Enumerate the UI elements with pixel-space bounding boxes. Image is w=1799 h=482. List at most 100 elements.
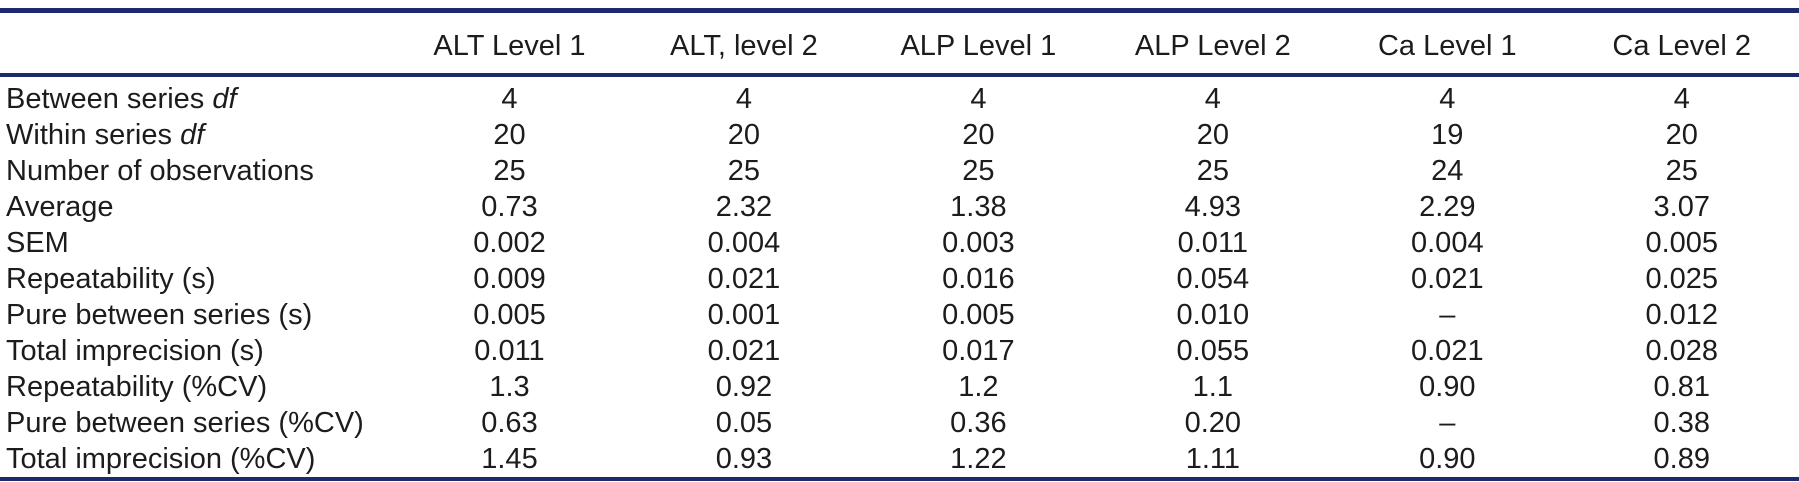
row-label-text: SEM [6,227,69,259]
cell-value: 0.011 [1177,227,1249,259]
cell-value: 20 [1665,119,1698,151]
cell-value: 2.29 [1419,191,1476,223]
cell-value: 0.017 [942,335,1015,367]
row-label: Repeatability (%CV) [0,369,392,405]
cell-value: 0.012 [1645,299,1719,331]
imprecision-results-table: ALT Level 1 ALT, level 2 ALP Level 1 ALP… [0,8,1799,481]
row-label-text: Repeatability (s) [6,263,216,295]
cell-value: 24 [1431,155,1464,187]
row-label-text: Pure between series (s) [6,299,313,331]
row-label-text: Total imprecision (s) [6,335,264,367]
cell-value: 0.011 [474,335,545,367]
cell-value: 0.028 [1645,335,1719,367]
column-header-ca-level-1: Ca Level 1 [1330,10,1565,77]
row-label: Average [0,189,392,225]
cell-value: 0.009 [473,263,546,295]
cell-value: 0.021 [1411,263,1484,295]
cell-value: 0.001 [707,299,781,331]
cell-value: 25 [962,155,995,187]
cell-value: 2.32 [715,191,773,223]
cell-value: 0.93 [715,443,773,475]
cell-value: 0.021 [707,263,781,295]
table-row-pure-between-series-s: Pure between series (s) 0.005 0.001 0.00… [0,297,1799,333]
table-row-number-of-observations: Number of observations 25 25 25 25 24 25 [0,153,1799,189]
cell-value: 20 [727,119,761,151]
cell-value: 0.025 [1645,263,1719,295]
cell-value: 0.010 [1176,299,1250,331]
row-label: Repeatability (s) [0,261,392,297]
cell-value: 0.89 [1653,443,1710,475]
table-row-total-imprecision-s: Total imprecision (s) 0.011 0.021 0.017 … [0,333,1799,369]
cell-value: 4 [501,83,518,115]
cell-value: 1.45 [481,443,538,475]
cell-value: 4 [735,83,752,115]
table-row-sem: SEM 0.002 0.004 0.003 0.011 0.004 0.005 [0,225,1799,261]
cell-value: 0.90 [1419,371,1476,403]
column-header-alp-level-2: ALP Level 2 [1095,10,1331,77]
row-label-italic: df [180,119,205,151]
table-row-total-imprecision-cv: Total imprecision (%CV) 1.45 0.93 1.22 1… [0,441,1799,479]
cell-value: 4 [1204,83,1221,115]
column-header-ca-level-2: Ca Level 2 [1564,10,1799,77]
cell-value: 4.93 [1184,191,1242,223]
cell-value: 0.63 [481,407,538,439]
row-label: Total imprecision (%CV) [0,441,392,479]
row-label: Within series df [0,117,392,153]
cell-value: 0.20 [1184,407,1242,439]
cell-value: 4 [970,83,987,115]
cell-value: 0.92 [715,371,773,403]
cell-value: 0.054 [1176,263,1250,295]
row-label-text: Within series [6,119,172,151]
row-label-text: Between series [6,83,205,115]
cell-value: 1.38 [950,191,1007,223]
row-label-text: Average [6,191,114,223]
table-row-repeatability-s: Repeatability (s) 0.009 0.021 0.016 0.05… [0,261,1799,297]
table-row-repeatability-cv: Repeatability (%CV) 1.3 0.92 1.2 1.1 0.9… [0,369,1799,405]
cell-value: 25 [1665,155,1698,187]
cell-value: – [1439,299,1456,331]
table-row-average: Average 0.73 2.32 1.38 4.93 2.29 3.07 [0,189,1799,225]
cell-value: 25 [727,155,761,187]
table-row-pure-between-series-cv: Pure between series (%CV) 0.63 0.05 0.36… [0,405,1799,441]
cell-value: 1.22 [950,443,1007,475]
cell-value: 19 [1431,119,1464,151]
cell-value: 4 [1439,83,1456,115]
row-label-text: Repeatability (%CV) [6,371,268,403]
corner-cell [0,10,393,77]
cell-value: 1.1 [1192,371,1233,403]
cell-value: 1.3 [489,371,530,403]
cell-value: 4 [1673,83,1690,115]
column-header-alt-level-1: ALT Level 1 [392,10,627,77]
cell-value: 3.07 [1653,191,1710,223]
cell-value: 0.003 [942,227,1015,259]
cell-value: 0.81 [1653,371,1710,403]
row-label: Number of observations [0,153,392,189]
cell-value: 1.11 [1185,443,1240,475]
row-label-italic: df [212,83,237,115]
table-body: Between series df 4 4 4 4 4 4 Within seri… [0,75,1799,479]
column-header-alt-level-2: ALT, level 2 [626,10,862,77]
cell-value: 0.005 [942,299,1015,331]
row-label-text: Number of observations [6,155,314,187]
row-label-text: Total imprecision (%CV) [6,443,316,475]
cell-value: 25 [493,155,526,187]
column-header-alp-level-1: ALP Level 1 [861,10,1096,77]
cell-value: 0.016 [942,263,1015,295]
cell-value: 0.004 [707,227,781,259]
row-label: Between series df [0,75,392,117]
cell-value: 0.002 [473,227,546,259]
cell-value: 0.38 [1653,407,1710,439]
cell-value: 0.005 [473,299,546,331]
cell-value: 1.2 [958,371,999,403]
cell-value: 20 [1196,119,1229,151]
cell-value: 20 [493,119,526,151]
cell-value: 0.73 [481,191,538,223]
cell-value: 0.05 [715,407,773,439]
table-row-within-series-df: Within series df 20 20 20 20 19 20 [0,117,1799,153]
cell-value: 0.021 [707,335,781,367]
cell-value: 0.005 [1645,227,1719,259]
cell-value: 0.36 [950,407,1007,439]
row-label: Total imprecision (s) [0,333,392,369]
row-label: Pure between series (s) [0,297,392,333]
